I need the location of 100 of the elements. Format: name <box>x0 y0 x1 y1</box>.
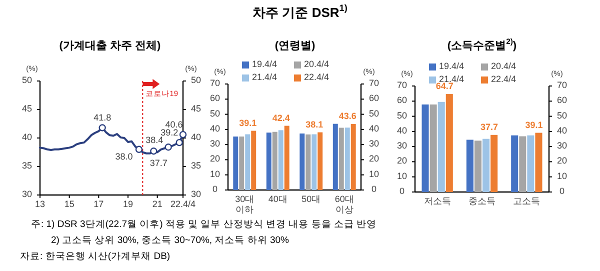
y2-tick-label: 0 <box>559 186 565 196</box>
y-tick-label: 30 <box>22 189 32 200</box>
annotation: 38.4 <box>146 135 164 146</box>
x-tick-label: 21 <box>152 199 162 210</box>
bar <box>272 132 278 190</box>
y-tick-label: 45 <box>22 104 32 114</box>
bar <box>438 102 445 192</box>
y-tick-label: 60 <box>210 94 220 104</box>
chart-title: 차주 기준 DSR$^{1)}$ <box>252 3 348 20</box>
y-tick-label: 20 <box>210 154 220 164</box>
bar <box>535 132 542 192</box>
y2-tick-label: 10 <box>556 171 568 182</box>
legend-label: 22.4/4 <box>491 74 516 84</box>
y-tick-label: 0 <box>212 184 218 194</box>
x-tick-label: 저소득 <box>424 196 451 206</box>
y2-tick-label: 20 <box>556 156 568 166</box>
bar <box>233 136 238 190</box>
y-tick-label: 70 <box>210 78 220 88</box>
legend-label: 19.4/4 <box>439 61 464 72</box>
bar <box>266 132 272 190</box>
y-tick-label: 60 <box>396 96 408 106</box>
annotation: 40.6 <box>165 120 183 130</box>
bar <box>300 134 305 190</box>
x-tick-label: 30대 이하 <box>235 194 254 215</box>
y2-tick-label: 30 <box>190 189 202 200</box>
data-label: 37.7 <box>480 122 498 132</box>
y2-tick-label: 70 <box>368 78 380 88</box>
data-label: 64.7 <box>436 81 454 92</box>
bar <box>312 134 317 190</box>
y-tick-label: 70 <box>396 80 408 90</box>
point <box>150 148 158 155</box>
bar <box>306 134 311 190</box>
legend-label: 20.4/4 <box>304 59 330 70</box>
bar <box>474 140 482 192</box>
x-tick-label: 중소득 <box>468 196 496 206</box>
bar <box>251 130 256 190</box>
bar <box>527 135 534 192</box>
bar <box>318 132 323 190</box>
y2-tick-label: 50 <box>368 108 380 119</box>
legend-label: 21.4/4 <box>252 72 278 82</box>
text: 자료: 한국은행 시산(가계부채 DB) <box>20 250 170 262</box>
y-tick-label: 30 <box>396 140 408 151</box>
bar <box>519 136 526 192</box>
y2-tick-label: 0 <box>371 184 377 194</box>
y-tick-label: 50 <box>22 75 32 86</box>
y2-tick-label: 60 <box>368 94 380 104</box>
x-tick-label: 50대 <box>302 194 321 204</box>
legend-label: 22.4/4 <box>304 72 330 82</box>
x-tick-label: 13 <box>34 199 46 210</box>
point <box>164 144 172 151</box>
point <box>176 138 183 146</box>
y2-tick-label: 40 <box>556 126 568 136</box>
point <box>179 130 187 138</box>
text: 2) 고소득 상위 30%, 중소득 30~70%, 저소득 하위 30% <box>51 234 290 246</box>
y2-tick-label: 30 <box>368 138 380 149</box>
y2-tick-label: 30 <box>556 140 568 151</box>
bar <box>332 124 338 190</box>
y2-tick-label: 60 <box>556 96 568 106</box>
y2-tick-label: 35 <box>190 160 202 171</box>
data-label: 39.1 <box>525 120 543 130</box>
annotation: 41.8 <box>94 113 112 124</box>
y-tick-label: 20 <box>396 156 408 166</box>
y2-tick-label: 50 <box>190 75 202 86</box>
legend-label: 20.4/4 <box>491 61 516 72</box>
data-label: 43.6 <box>338 111 356 122</box>
x-tick-label: 15 <box>64 199 74 210</box>
bar <box>278 130 284 190</box>
y2-tick-label: 50 <box>556 110 568 121</box>
y2-tick-label: 45 <box>190 104 202 114</box>
bar <box>338 128 344 190</box>
annotation: 38.0 <box>115 152 133 162</box>
text: 주: 1) DSR 3단계(22.7월 이후) 적용 및 일부 산정방식 변경 내용 등을 소급 반영 <box>31 218 377 230</box>
y-tick-label: 10 <box>210 169 220 180</box>
bar <box>482 138 490 192</box>
y-tick-label: 10 <box>396 171 408 182</box>
y-tick-label: 35 <box>22 160 32 171</box>
bar <box>490 134 498 192</box>
annotation: 37.7 <box>150 158 168 168</box>
bar <box>344 128 350 190</box>
data-label: 38.1 <box>306 120 324 130</box>
bar <box>511 135 518 192</box>
x-tick-label: 60대 이상 <box>334 194 354 215</box>
x-tick-label: 17 <box>94 199 104 210</box>
chart-subtitle: (연령별) <box>274 40 316 52</box>
data-label: 39.1 <box>239 118 257 128</box>
bar <box>422 104 429 192</box>
x-tick-label: 40대 <box>268 194 288 204</box>
bar <box>446 94 453 192</box>
bar <box>239 136 244 190</box>
y-tick-label: 50 <box>210 108 220 119</box>
bar <box>430 104 437 192</box>
y-tick-label: 0 <box>399 186 405 196</box>
y-tick-label: 40 <box>22 132 32 142</box>
point <box>98 124 106 132</box>
bar <box>466 140 474 192</box>
bar <box>284 126 290 190</box>
y2-tick-label: 10 <box>368 169 380 180</box>
x-tick-label: 고소득 <box>513 196 540 206</box>
data-label: 42.4 <box>272 113 290 124</box>
y2-tick-label: 40 <box>368 124 380 134</box>
